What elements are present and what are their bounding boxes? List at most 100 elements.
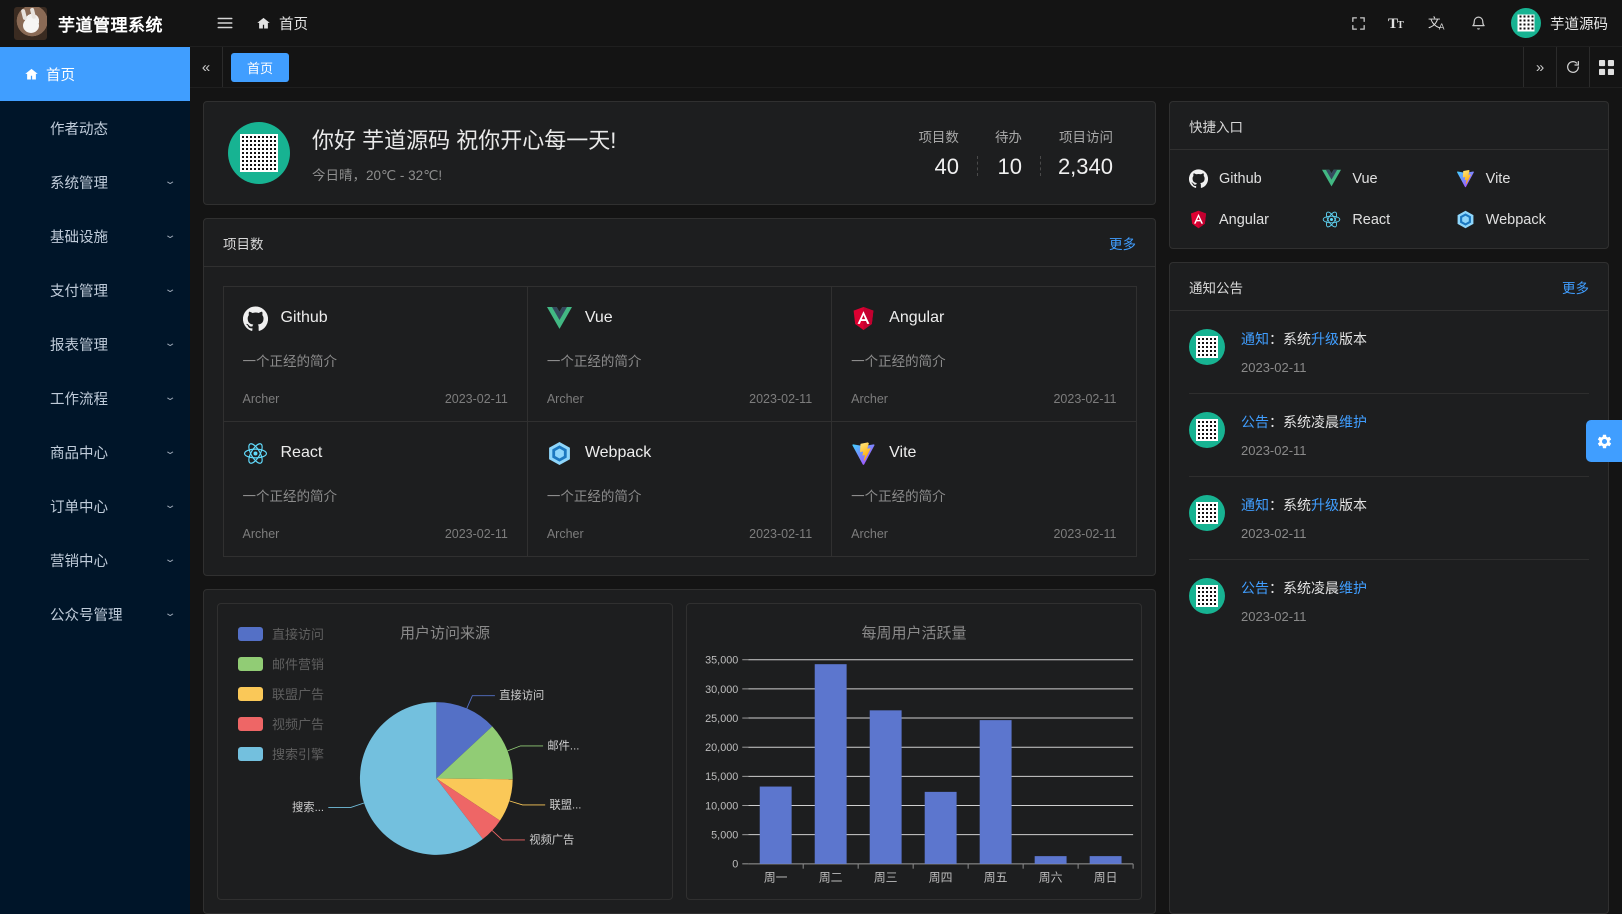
tab-home[interactable]: 首页 [231,52,290,82]
project-header: Github [242,306,508,331]
sidebar-logo[interactable]: 芋道管理系统 [0,0,190,47]
sidebar: 芋道管理系统 首页 作者动态 系统管理 ⌄ 基础设施 ⌄ 支付管理 [0,0,190,914]
bar[interactable] [759,786,792,864]
hamburger-icon[interactable] [208,6,242,40]
bar[interactable] [924,791,957,864]
grid-icon[interactable] [1589,47,1622,87]
quick-entry-grid: Github Vue [1189,169,1589,229]
pie-chart: 用户访问来源 直接访问 邮件营销 [217,603,673,900]
stat-label: 项目数 [918,130,959,145]
sidebar-item-label: 作者动态 [50,121,108,138]
sidebar-item-workflow[interactable]: 工作流程 ⌄ [0,371,190,425]
sidebar-item-report[interactable]: 报表管理 ⌄ [0,317,190,371]
notice-avatar [1189,495,1225,531]
sidebar-item-order[interactable]: 订单中心 ⌄ [0,479,190,533]
legend-item[interactable]: 视频广告 [238,714,324,733]
pie-leader-line [509,800,546,806]
project-desc: 一个正经的简介 [242,488,338,504]
sidebar-item-product[interactable]: 商品中心 ⌄ [0,425,190,479]
tabs-scroll-left-button[interactable]: « [190,47,223,87]
refresh-icon[interactable] [1556,47,1589,87]
legend-label: 联盟广告 [272,687,325,702]
legend-item[interactable]: 邮件营销 [238,654,324,673]
notice-title: 通知：系统升级版本 [1241,329,1367,349]
bar[interactable] [979,720,1012,864]
sidebar-item-infra[interactable]: 基础设施 ⌄ [0,209,190,263]
sidebar-item-mp[interactable]: 公众号管理 ⌄ [0,587,190,641]
chevron-down-icon: ⌄ [163,608,177,619]
bell-icon[interactable] [1461,6,1495,40]
breadcrumb-home[interactable]: 首页 [256,13,308,34]
user-menu[interactable]: 芋道源码 [1511,8,1608,38]
notice-kind: 公告 [1241,580,1269,596]
projects-more-link[interactable]: 更多 [1109,236,1136,252]
legend-item[interactable]: 直接访问 [238,624,324,643]
fullscreen-icon[interactable] [1341,6,1375,40]
pie-slice[interactable] [436,726,513,780]
translate-icon[interactable]: 文 A [1421,6,1455,40]
legend-item[interactable]: 搜索引擎 [238,744,324,763]
pie-slice[interactable] [359,702,483,855]
pie-slice[interactable] [436,778,513,821]
notices-more-link[interactable]: 更多 [1562,280,1589,296]
notice-item[interactable]: 公告：系统凌晨维护 2023-02-11 [1189,394,1589,477]
stat-label: 待办 [994,130,1022,145]
legend-swatch [238,626,263,641]
app-title: 芋道管理系统 [58,16,163,35]
bar[interactable] [1089,856,1122,864]
sidebar-item-author-news[interactable]: 作者动态 [0,101,190,155]
left-column: 你好 芋道源码 祝你开心每一天! 今日晴，20℃ - 32℃! 项目数 40 待… [203,101,1156,914]
project-card[interactable]: React 一个正经的简介 Archer 2023-02-11 [222,420,528,557]
pie-chart-title: 用户访问来源 [399,625,490,642]
pie-slice[interactable] [436,778,500,840]
sidebar-item-system[interactable]: 系统管理 ⌄ [0,155,190,209]
sidebar-item-label: 工作流程 [50,391,108,408]
svg-text:文: 文 [1428,15,1441,30]
pie-slice[interactable] [436,702,493,779]
bar[interactable] [869,710,902,864]
project-author: Archer [546,391,584,406]
notice-item[interactable]: 通知：系统升级版本 2023-02-11 [1189,311,1589,394]
notice-item[interactable]: 公告：系统凌晨维护 2023-02-11 [1189,560,1589,642]
sidebar-item-home[interactable]: 首页 [0,47,190,101]
project-header: Vue [546,306,812,331]
project-card[interactable]: Angular 一个正经的简介 Archer 2023-02-11 [831,285,1137,422]
quick-entry-vite[interactable]: Vite [1456,169,1589,188]
project-card[interactable]: Vite 一个正经的简介 Archer 2023-02-11 [831,420,1137,557]
notice-item[interactable]: 通知：系统升级版本 2023-02-11 [1189,477,1589,560]
project-card[interactable]: Vue 一个正经的简介 Archer 2023-02-11 [526,285,833,422]
quick-entry-vue[interactable]: Vue [1322,169,1455,188]
stat-label: 项目访问 [1059,130,1113,145]
greeting-weather: 今日晴，20℃ - 32℃! [312,167,443,183]
legend-item[interactable]: 联盟广告 [238,684,324,703]
chevron-down-icon: ⌄ [163,284,177,295]
bar[interactable] [814,664,847,864]
quick-entry-card: 快捷入口 Github [1169,101,1609,249]
project-card[interactable]: Webpack 一个正经的简介 Archer 2023-02-11 [526,420,833,557]
bar[interactable] [1034,856,1067,864]
quick-entry-github[interactable]: Github [1189,169,1322,188]
rabbit-logo-icon [14,7,47,40]
project-card[interactable]: Github 一个正经的简介 Archer 2023-02-11 [222,285,528,422]
chevron-down-icon: ⌄ [163,500,177,511]
pie-leader-line [466,695,495,709]
sidebar-item-pay[interactable]: 支付管理 ⌄ [0,263,190,317]
quick-entry-angular[interactable]: Angular [1189,210,1322,229]
bar-ytick-label: 30,000 [705,684,738,696]
project-name: React [280,444,323,461]
chevron-down-icon: ⌄ [163,230,177,241]
quick-entry-react[interactable]: React [1322,210,1455,229]
chevron-down-icon: ⌄ [163,338,177,349]
settings-drawer-handle[interactable] [1586,420,1622,462]
sidebar-item-marketing[interactable]: 营销中心 ⌄ [0,533,190,587]
chevron-down-icon: ⌄ [163,554,177,565]
project-header: Vite [851,441,1116,466]
notice-avatar [1189,329,1225,365]
font-size-icon[interactable]: T T [1381,6,1415,40]
quick-entry-webpack[interactable]: Webpack [1456,210,1589,229]
tabs-scroll-right-button[interactable]: » [1523,47,1556,87]
sidebar-item-label: 商品中心 [50,445,108,462]
vite-icon [1456,169,1475,188]
notices-card: 通知公告 更多 通知：系统升级版本 2023-02-11 [1169,262,1609,914]
